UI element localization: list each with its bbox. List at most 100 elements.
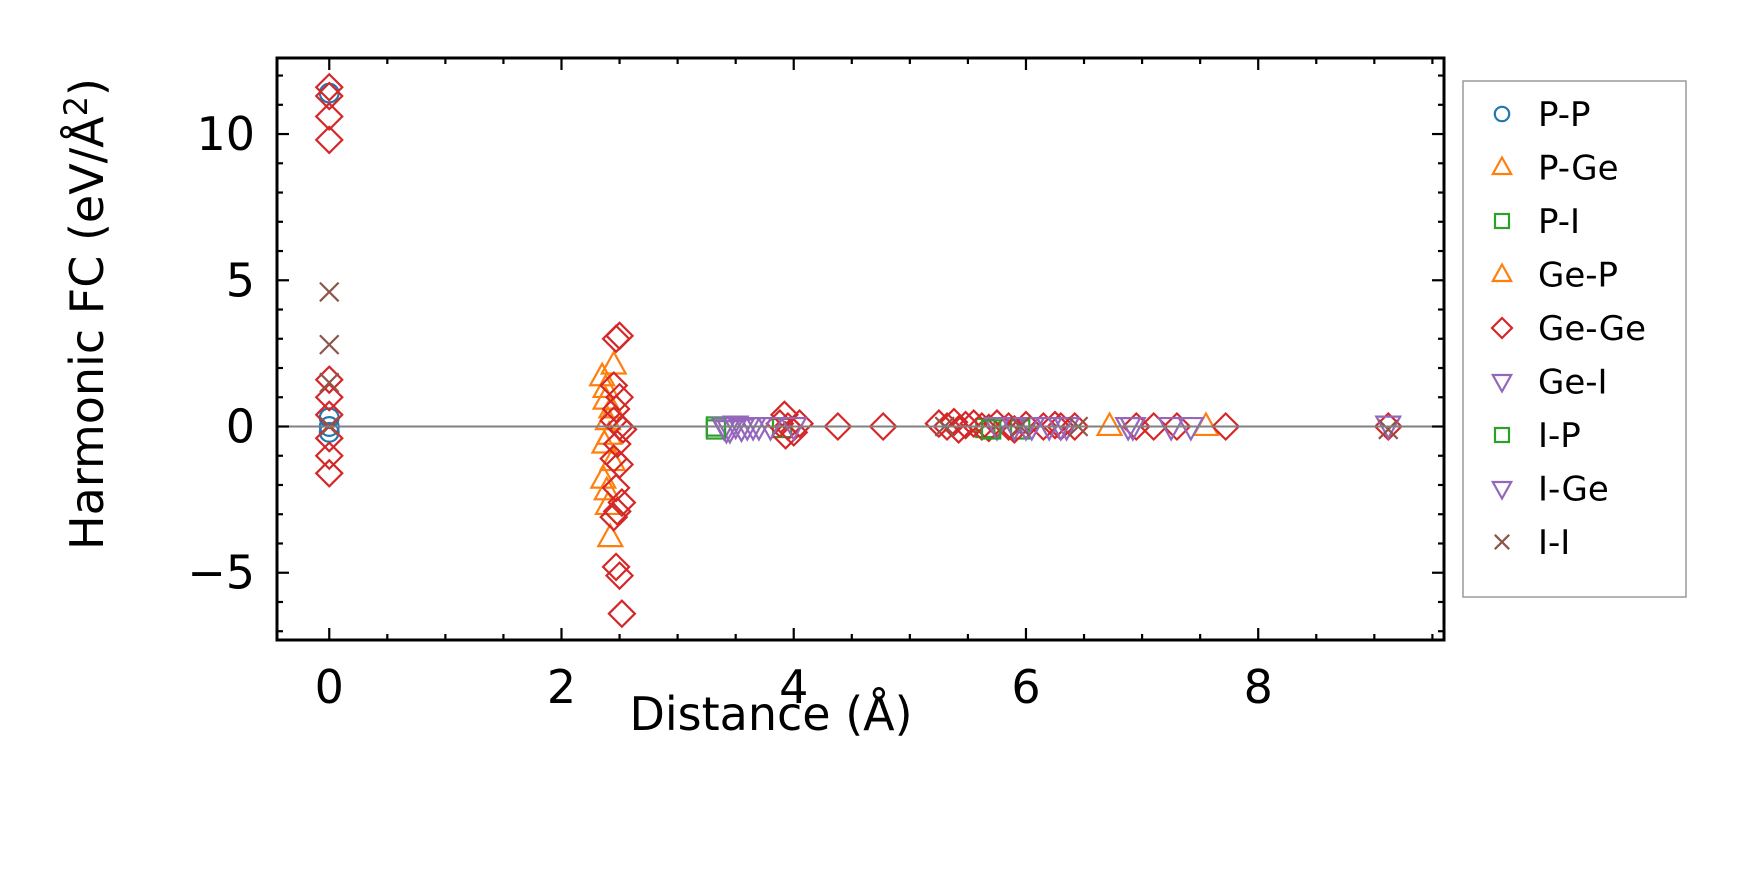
legend-marker [1493, 105, 1511, 123]
data-point [319, 281, 340, 303]
data-point [1211, 411, 1241, 442]
data-point [319, 334, 340, 355]
legend-label: P-I [1538, 202, 1580, 242]
series-ge-ge [314, 72, 1403, 629]
series-p-ge [588, 349, 1220, 548]
data-point [601, 552, 631, 582]
data-point [602, 496, 632, 526]
data-point [314, 81, 344, 111]
legend-entry-i-p: I-P [1493, 416, 1581, 456]
legend-marker [1493, 426, 1511, 444]
y-axis-label-main: Harmonic FC (eV/Å [60, 116, 114, 550]
y-tick-label: 5 [226, 253, 255, 307]
data-point [1095, 411, 1124, 437]
data-point [602, 429, 632, 459]
data-point [607, 599, 637, 629]
marker-stroke [319, 281, 340, 303]
legend-marker [1490, 262, 1514, 283]
data-point [980, 419, 1002, 440]
data-point [607, 487, 637, 518]
legend-marker [1490, 373, 1514, 394]
legend-entry-p-ge: P-Ge [1490, 149, 1619, 189]
data-points [314, 72, 1403, 629]
legend-label: Ge-I [1538, 363, 1608, 403]
tick-labels: 0 2 4 6 8 −5 0 5 10 [187, 107, 1273, 714]
x-tick-label: 8 [1244, 660, 1273, 714]
data-point [779, 417, 809, 447]
data-point [1118, 416, 1147, 442]
data-point [1162, 411, 1192, 442]
legend-marker [1494, 534, 1510, 550]
data-point [779, 416, 808, 442]
data-point [983, 416, 1011, 442]
data-point [1040, 410, 1070, 440]
plot-area-frame [275, 56, 1446, 642]
y-axis-label: Harmonic FC (eV/Å2) [57, 78, 114, 550]
data-point [1157, 416, 1185, 442]
data-point [314, 382, 344, 412]
data-point [1177, 416, 1205, 442]
legend-entry-i-ge: I-Ge [1490, 470, 1609, 510]
data-point [1046, 416, 1075, 442]
data-point [604, 382, 635, 412]
legend-entry-ge-i: Ge-I [1490, 363, 1608, 403]
data-point [604, 561, 635, 591]
x-axis-label: Distance (Å) [629, 687, 912, 741]
y-tick-label: −5 [187, 546, 255, 600]
data-point [314, 101, 344, 132]
y-tick-label: 0 [226, 400, 255, 454]
data-point [608, 414, 638, 444]
data-point [314, 441, 344, 471]
legend-box [1462, 80, 1687, 598]
legend-entry-p-i: P-I [1493, 202, 1580, 242]
legend-label: I-Ge [1538, 470, 1609, 510]
marker-stroke [319, 334, 340, 355]
legend-marker [1490, 155, 1514, 176]
legend-label: I-I [1538, 523, 1570, 563]
legend-label: P-Ge [1538, 149, 1619, 189]
data-point [712, 419, 741, 445]
data-point [314, 72, 344, 102]
legend-entry-i-i: I-I [1494, 523, 1570, 563]
legend-label: I-P [1538, 416, 1581, 456]
legend-entry-ge-p: Ge-P [1490, 256, 1618, 296]
x-tick-label: 0 [315, 660, 344, 714]
axis-ticks [277, 58, 1444, 640]
x-tick-label: 4 [779, 660, 808, 714]
data-point [756, 416, 785, 442]
data-point [944, 414, 974, 444]
legend-label: Ge-P [1538, 256, 1618, 296]
data-point [604, 321, 635, 351]
data-point [1378, 419, 1399, 440]
data-point [314, 365, 344, 395]
data-point [596, 522, 625, 548]
data-point [739, 416, 767, 442]
marker-stroke [1494, 534, 1510, 550]
legend-marker [1490, 316, 1514, 340]
series-i-i [319, 281, 1399, 440]
legend-entry-ge-ge: Ge-Ge [1490, 309, 1646, 349]
data-point [599, 502, 629, 532]
data-point [823, 411, 853, 442]
x-tick-label: 2 [547, 660, 576, 714]
y-axis-label-close: ) [60, 78, 114, 96]
y-tick-label: 10 [196, 107, 255, 161]
legend-label: P-P [1538, 95, 1591, 135]
legend-entry-p-p: P-P [1493, 95, 1591, 135]
data-point [314, 458, 344, 488]
x-tick-label: 6 [1011, 660, 1040, 714]
y-axis-label-superscript: 2 [57, 96, 95, 116]
data-point [924, 409, 954, 439]
legend-marker [1493, 212, 1511, 230]
data-point [592, 475, 621, 501]
legend-marker [1490, 480, 1514, 501]
marker-stroke [319, 372, 340, 393]
data-point [1012, 416, 1040, 442]
series-i-ge [712, 416, 1147, 445]
data-point [314, 125, 344, 155]
legend-label: Ge-Ge [1538, 309, 1646, 349]
legend: P-P P-Ge P-I Ge-P Ge-Ge Ge-I I-P I-Ge I-I [1462, 80, 1687, 598]
data-point [868, 411, 898, 442]
data-point [319, 372, 340, 393]
